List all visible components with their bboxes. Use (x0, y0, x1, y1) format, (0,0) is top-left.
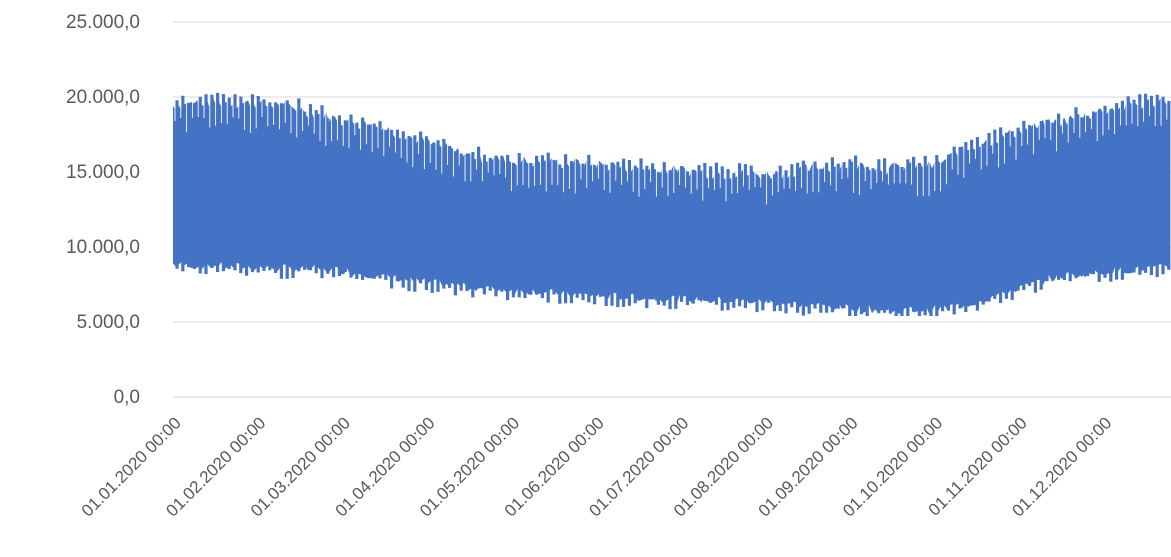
series-area (173, 92, 1171, 316)
y-tick-label: 15.000,0 (66, 162, 140, 183)
y-tick-label: 20.000,0 (66, 87, 140, 108)
y-tick-label: 25.000,0 (66, 12, 140, 33)
y-axis: 0,0 5.000,0 10.000,0 15.000,0 20.000,0 25.000… (66, 12, 140, 408)
y-tick-label: 5.000,0 (77, 312, 140, 333)
y-tick-label: 0,0 (114, 387, 140, 408)
y-tick-label: 10.000,0 (66, 237, 140, 258)
